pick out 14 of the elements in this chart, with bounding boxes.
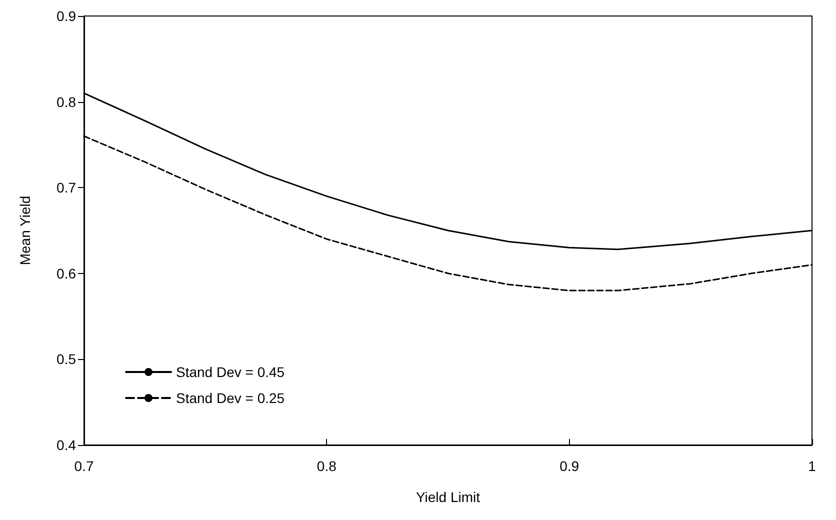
x-axis-title: Yield Limit [416, 489, 480, 505]
y-tick-label: 0.8 [56, 94, 76, 110]
y-tick-label: 0.6 [56, 265, 76, 282]
x-tick-label: 0.8 [316, 458, 337, 474]
y-tick-label: 0.5 [56, 351, 76, 368]
x-tick-label: 1 [808, 458, 816, 474]
x-tick-label: 0.9 [560, 458, 580, 474]
y-axis-title: Mean Yield [17, 196, 33, 266]
legend-label: Stand Dev = 0.45 [176, 364, 285, 380]
x-tick-label: 0.7 [74, 458, 94, 474]
y-tick-label: 0.4 [56, 437, 76, 453]
y-tick-label: 0.7 [56, 180, 76, 196]
y-tick-label: 0.9 [56, 8, 76, 24]
legend-label: Stand Dev = 0.25 [176, 390, 285, 406]
